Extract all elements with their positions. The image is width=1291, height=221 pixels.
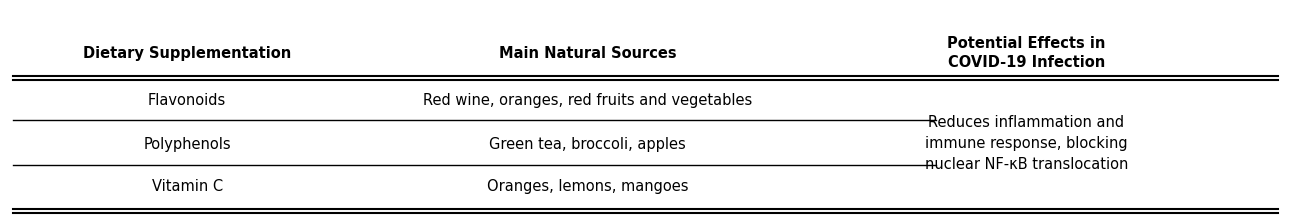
Text: Main Natural Sources: Main Natural Sources [498,46,676,61]
Text: Oranges, lemons, mangoes: Oranges, lemons, mangoes [487,179,688,194]
Text: Vitamin C: Vitamin C [151,179,223,194]
Text: Polyphenols: Polyphenols [143,137,231,152]
Text: Red wine, oranges, red fruits and vegetables: Red wine, oranges, red fruits and vegeta… [422,93,753,108]
Text: Green tea, broccoli, apples: Green tea, broccoli, apples [489,137,686,152]
Text: Dietary Supplementation: Dietary Supplementation [83,46,292,61]
Text: Reduces inflammation and
immune response, blocking
nuclear NF-κB translocation: Reduces inflammation and immune response… [924,115,1128,172]
Text: Flavonoids: Flavonoids [148,93,226,108]
Text: Potential Effects in
COVID-19 Infection: Potential Effects in COVID-19 Infection [948,36,1105,70]
